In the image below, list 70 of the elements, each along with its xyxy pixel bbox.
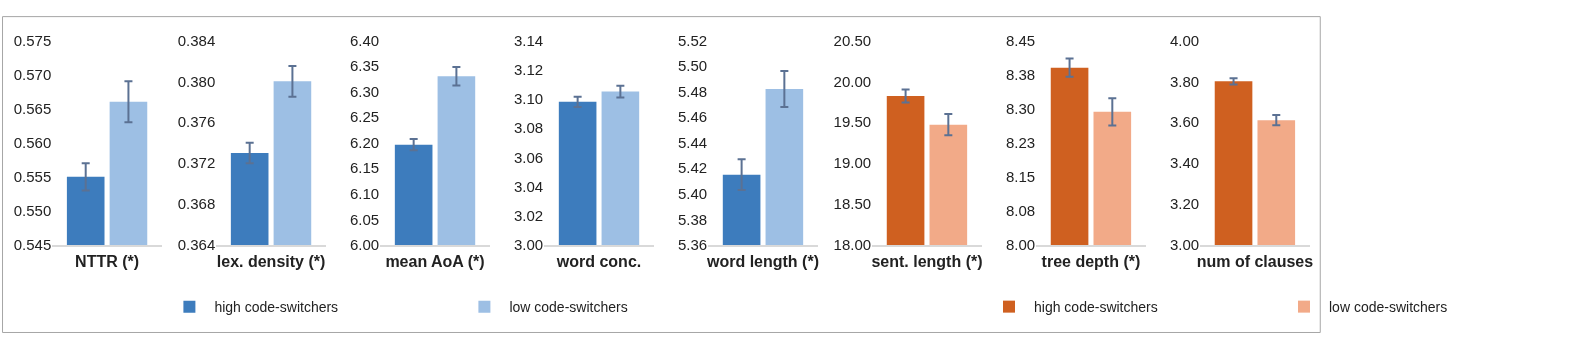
y-tick-label: 4.00 [1169,31,1200,49]
y-tick-label: 8.15 [1005,168,1036,186]
legend-label: low code-switchers [1329,299,1448,316]
y-tick-label: 6.10 [350,185,380,203]
y-tick-label: 20.00 [833,72,872,90]
y-tick-label: 3.08 [514,119,544,137]
y-tick-label: 0.376 [177,113,216,131]
y-tick-label: 5.52 [677,31,708,49]
y-tick-label: 6.30 [350,82,380,100]
x-axis-title: tree depth (*) [1041,253,1141,271]
legend-label: high code-switchers [214,299,339,316]
y-tick-label: 5.42 [677,159,708,177]
x-axis-title: sent. length (*) [871,253,983,271]
y-tick-label: 3.60 [1169,113,1200,131]
y-tick-label: 8.45 [1005,31,1036,49]
y-tick-label: 6.05 [350,210,380,228]
y-tick-label: 0.368 [177,195,216,213]
y-tick-label: 8.30 [1005,99,1036,117]
y-tick-label: 5.44 [677,133,708,151]
y-tick-label: 8.23 [1005,133,1036,151]
y-tick-label: 0.545 [13,236,52,254]
y-tick-label: 18.50 [833,195,872,213]
x-axis-title: word length (*) [705,253,819,271]
y-tick-label: 20.50 [833,31,872,49]
y-tick-label: 3.12 [514,60,544,78]
y-tick-label: 3.00 [1169,236,1200,254]
y-tick-label: 5.50 [677,57,708,75]
y-tick-label: 5.48 [677,82,708,100]
y-tick-label: 6.25 [350,108,380,126]
y-tick-label: 5.36 [677,236,708,254]
y-tick-label: 5.38 [677,210,708,228]
y-tick-label: 0.380 [177,72,216,90]
x-axis-title: word conc. [555,253,642,271]
x-axis-title: NTTR (*) [75,253,140,271]
legend-label: high code-switchers [1034,299,1158,316]
y-tick-label: 6.35 [350,57,380,75]
y-tick-label: 3.20 [1169,195,1200,213]
y-tick-label: 6.20 [350,133,380,151]
y-tick-label: 3.00 [514,236,544,254]
y-tick-label: 3.80 [1169,72,1200,90]
x-axis-title: lex. density (*) [216,253,326,271]
legend-label: low code-switchers [509,299,628,316]
y-tick-label: 0.570 [13,65,52,83]
y-tick-label: 0.555 [13,168,52,186]
y-tick-label: 5.46 [677,108,708,126]
y-tick-label: 3.10 [514,90,544,108]
y-tick-label: 0.560 [13,133,52,151]
y-tick-label: 8.38 [1005,65,1036,83]
y-tick-label: 3.02 [514,206,544,224]
y-tick-label: 0.384 [177,31,216,49]
y-tick-label: 19.50 [833,113,872,131]
y-tick-label: 6.40 [350,31,380,49]
y-tick-label: 19.00 [833,154,872,172]
y-tick-label: 8.08 [1005,202,1036,220]
y-tick-label: 3.14 [514,31,544,49]
y-tick-label: 0.372 [177,154,216,172]
y-tick-label: 0.565 [13,99,52,117]
y-tick-label: 6.00 [350,236,380,254]
y-tick-label: 5.40 [677,185,708,203]
y-tick-label: 3.40 [1169,154,1200,172]
y-tick-label: 6.15 [350,159,380,177]
y-tick-label: 3.04 [514,177,544,195]
y-tick-label: 0.575 [13,31,52,49]
x-axis-title: num of clauses [1196,253,1314,271]
y-tick-label: 3.06 [514,148,544,166]
y-tick-label: 0.364 [177,236,216,254]
y-tick-label: 8.00 [1005,236,1036,254]
y-tick-label: 0.550 [13,202,52,220]
y-tick-label: 18.00 [833,236,872,254]
x-axis-title: mean AoA (*) [385,253,485,271]
